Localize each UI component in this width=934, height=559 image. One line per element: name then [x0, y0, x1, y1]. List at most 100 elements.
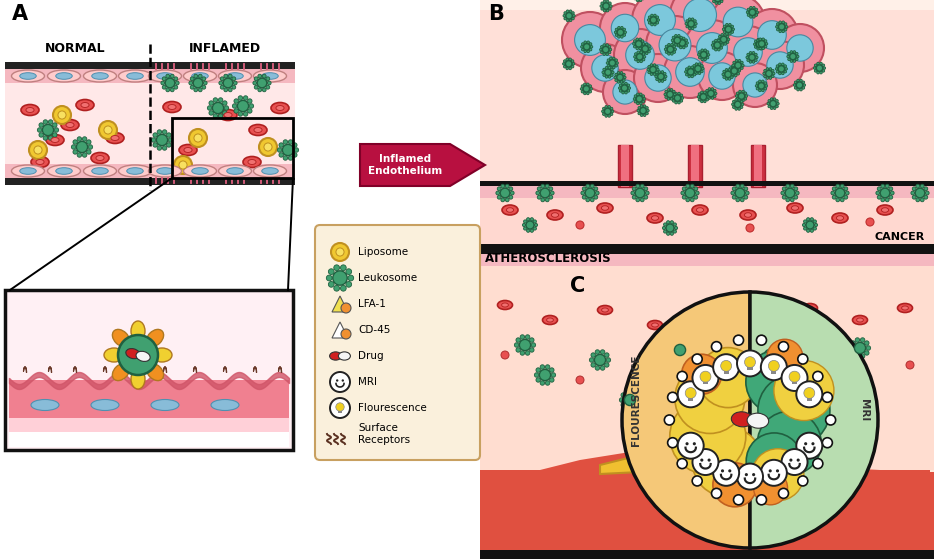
Circle shape: [726, 23, 729, 26]
Circle shape: [706, 98, 709, 101]
Circle shape: [282, 144, 293, 155]
Circle shape: [333, 265, 340, 271]
Circle shape: [692, 476, 702, 486]
Circle shape: [708, 88, 711, 90]
Circle shape: [163, 77, 166, 80]
Circle shape: [603, 10, 606, 12]
Circle shape: [661, 80, 664, 82]
Circle shape: [733, 495, 743, 505]
Circle shape: [700, 51, 707, 58]
Circle shape: [244, 112, 248, 116]
Circle shape: [743, 187, 748, 191]
Circle shape: [572, 12, 574, 14]
Circle shape: [641, 198, 644, 202]
Circle shape: [587, 50, 589, 53]
Circle shape: [501, 184, 504, 188]
Circle shape: [713, 46, 715, 49]
Circle shape: [653, 73, 656, 75]
Ellipse shape: [76, 100, 94, 111]
Circle shape: [755, 14, 757, 16]
Circle shape: [685, 353, 689, 357]
Circle shape: [911, 191, 914, 195]
Circle shape: [759, 47, 761, 50]
Circle shape: [636, 0, 639, 2]
Circle shape: [776, 23, 779, 25]
Circle shape: [715, 401, 719, 405]
Text: Surface
Receptors: Surface Receptors: [358, 423, 410, 445]
Circle shape: [632, 195, 636, 199]
Circle shape: [694, 195, 698, 199]
Ellipse shape: [48, 165, 80, 177]
Circle shape: [643, 98, 645, 100]
Circle shape: [562, 12, 618, 68]
Circle shape: [803, 220, 807, 223]
Circle shape: [729, 69, 730, 71]
Circle shape: [601, 2, 603, 4]
Circle shape: [757, 40, 759, 42]
Circle shape: [769, 68, 771, 70]
Circle shape: [738, 108, 741, 110]
Circle shape: [746, 433, 802, 489]
Circle shape: [589, 48, 592, 51]
Circle shape: [681, 97, 684, 100]
Circle shape: [165, 78, 175, 88]
Circle shape: [194, 134, 202, 142]
Circle shape: [283, 140, 288, 144]
Circle shape: [720, 41, 723, 44]
Circle shape: [166, 74, 170, 78]
Circle shape: [237, 101, 248, 112]
Circle shape: [735, 188, 744, 198]
Bar: [480, 266, 934, 470]
Circle shape: [99, 121, 117, 139]
Circle shape: [694, 70, 697, 73]
Ellipse shape: [136, 351, 150, 362]
Circle shape: [670, 0, 730, 45]
Circle shape: [722, 73, 725, 75]
Circle shape: [644, 105, 646, 107]
Text: Inflamed
Endothelium: Inflamed Endothelium: [368, 154, 442, 176]
Ellipse shape: [753, 318, 768, 326]
Circle shape: [674, 44, 677, 46]
Circle shape: [815, 391, 820, 395]
Ellipse shape: [20, 73, 36, 79]
Circle shape: [757, 87, 758, 90]
Circle shape: [619, 84, 622, 87]
Circle shape: [782, 449, 808, 475]
Circle shape: [715, 0, 721, 2]
Circle shape: [698, 348, 758, 408]
Ellipse shape: [262, 73, 278, 79]
Circle shape: [785, 26, 787, 28]
Circle shape: [734, 101, 741, 107]
Circle shape: [341, 329, 351, 339]
Ellipse shape: [219, 165, 251, 177]
Circle shape: [706, 51, 709, 53]
Circle shape: [815, 375, 820, 379]
Circle shape: [37, 128, 42, 132]
Circle shape: [156, 134, 167, 145]
Circle shape: [714, 95, 716, 98]
Circle shape: [537, 187, 541, 191]
Circle shape: [34, 146, 42, 154]
Circle shape: [926, 191, 929, 195]
Ellipse shape: [243, 157, 261, 168]
Circle shape: [755, 46, 757, 48]
Circle shape: [606, 10, 609, 12]
Circle shape: [161, 81, 164, 85]
Circle shape: [851, 341, 856, 345]
Circle shape: [700, 94, 706, 100]
Circle shape: [796, 58, 798, 60]
Circle shape: [831, 191, 835, 195]
Circle shape: [913, 195, 916, 199]
Ellipse shape: [219, 110, 237, 121]
Circle shape: [668, 44, 671, 46]
Ellipse shape: [183, 165, 217, 177]
Circle shape: [624, 31, 627, 34]
Circle shape: [686, 442, 688, 446]
Circle shape: [49, 120, 53, 124]
Bar: [5, 62, 295, 69]
Circle shape: [581, 91, 584, 93]
Circle shape: [232, 86, 235, 89]
Circle shape: [166, 88, 170, 92]
Ellipse shape: [106, 132, 124, 144]
Ellipse shape: [224, 112, 232, 117]
